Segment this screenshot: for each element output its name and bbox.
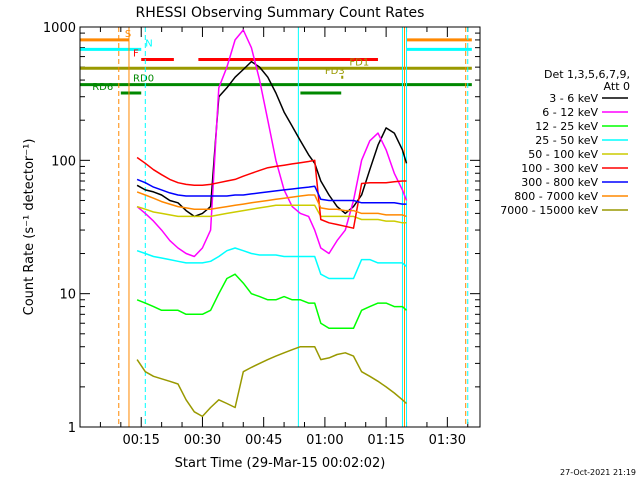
- chart-title: RHESSI Observing Summary Count Rates: [136, 5, 425, 21]
- legend-entry-label: 100 - 300 keV: [521, 162, 598, 175]
- series-line: [136, 273, 408, 330]
- x-tick-label: 00:15: [122, 433, 159, 448]
- flag-label: FD3: [325, 66, 345, 77]
- legend-entry-label: 800 - 7000 keV: [514, 190, 598, 203]
- legend-entry-label: 12 - 25 keV: [535, 120, 598, 133]
- flag-label: FD1: [349, 57, 369, 68]
- y-tick-label: 100: [51, 154, 76, 169]
- legend-entry-label: 6 - 12 keV: [542, 106, 598, 119]
- x-axis-label: Start Time (29-Mar-15 00:02:02): [175, 456, 386, 471]
- legend-header-line: Att 0: [604, 80, 630, 93]
- flag-label: N: [145, 38, 152, 49]
- legend-entry-label: 3 - 6 keV: [549, 92, 598, 105]
- flag-label: RD0: [133, 74, 154, 85]
- axis-layer: 00:15 00:30 00:45 01:00 01:15 01:30 1 10 100 1000: [43, 21, 480, 448]
- x-tick-label: 01:30: [429, 433, 466, 448]
- legend-entry-label: 50 - 100 keV: [528, 148, 598, 161]
- series-line: [136, 247, 407, 280]
- y-tick-label: 10: [59, 288, 76, 303]
- y-tick-label: 1000: [43, 21, 76, 36]
- legend-entry-label: 7000 - 15000 keV: [500, 204, 598, 217]
- series-layer: [136, 29, 408, 418]
- series-line: [136, 204, 407, 224]
- x-tick-label: 01:00: [306, 433, 343, 448]
- legend-entry-label: 25 - 50 keV: [535, 134, 598, 147]
- y-tick-label: 1: [68, 421, 76, 436]
- generated-timestamp: 27-Oct-2021 21:19: [560, 468, 636, 477]
- x-tick-label: 01:15: [367, 433, 404, 448]
- x-tick-label: 00:45: [245, 433, 282, 448]
- plot-frame: [79, 26, 481, 428]
- attenuator-line-layer: [118, 27, 469, 427]
- flag-label: S: [125, 29, 131, 40]
- y-axis-label: Count Rate (s⁻¹ detector⁻¹): [22, 139, 37, 316]
- x-tick-label: 00:30: [184, 433, 221, 448]
- legend-header-line: Det 1,3,5,6,7,9,: [544, 68, 630, 81]
- series-line: [136, 29, 408, 258]
- series-line: [136, 345, 408, 418]
- series-line: [136, 178, 407, 205]
- series-line: [136, 191, 407, 218]
- flag-label: RD6: [92, 82, 113, 93]
- flag-label: F: [133, 49, 139, 60]
- series-line: [136, 156, 407, 229]
- legend-entry-label: 300 - 800 keV: [521, 176, 598, 189]
